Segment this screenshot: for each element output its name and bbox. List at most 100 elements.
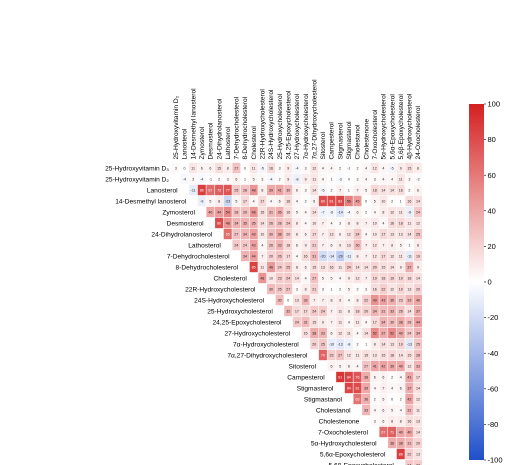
cell-value: 13 (347, 243, 351, 247)
heatmap-cell (301, 250, 310, 262)
heatmap-cell (336, 272, 345, 284)
cell-value: 17 (304, 309, 308, 313)
cell-value: 10 (373, 221, 377, 225)
cell-value: 84 (347, 375, 351, 379)
cell-value: -4 (200, 177, 203, 181)
heatmap-cell (301, 316, 310, 328)
cell-value: -9 (408, 210, 411, 214)
cell-value: 6 (305, 232, 307, 236)
cell-value: 5 (253, 177, 255, 181)
heatmap-cell (284, 294, 293, 306)
heatmap-cell (327, 173, 336, 185)
heatmap-cell (249, 250, 258, 262)
cell-value: 80 (217, 221, 221, 225)
cell-value: 10 (269, 276, 273, 280)
heatmap-cell (379, 371, 388, 383)
column-label: 24-Dihydrolanosterol (216, 98, 223, 159)
heatmap-cell (379, 217, 388, 229)
cell-value: 14 (390, 265, 394, 269)
heatmap-cell (275, 184, 284, 196)
cell-value: 9 (305, 177, 307, 181)
cell-value: 4 (365, 177, 367, 181)
heatmap-cell (370, 393, 379, 405)
cell-value: 34 (243, 254, 247, 258)
heatmap-cell (327, 261, 336, 273)
heatmap-cell (318, 195, 327, 207)
heatmap-cell (336, 360, 345, 372)
heatmap-cell (379, 294, 388, 306)
cell-value: -14 (329, 254, 334, 258)
heatmap-cell (414, 393, 423, 405)
heatmap-cell (396, 173, 405, 185)
cell-value: 4 (365, 232, 367, 236)
cell-value: 11 (347, 331, 351, 335)
cell-value: 4 (374, 210, 376, 214)
heatmap-cell (379, 261, 388, 273)
heatmap-cell (388, 360, 397, 372)
heatmap-cell (344, 228, 353, 240)
cell-value: 10 (260, 232, 264, 236)
cell-value: -4 (269, 177, 272, 181)
cell-value: 6 (417, 188, 419, 192)
cell-value: 71 (390, 430, 394, 434)
cell-value: 7 (261, 254, 263, 258)
cell-value: 20 (416, 441, 420, 445)
cell-value: 86 (200, 188, 204, 192)
heatmap-cell (405, 382, 414, 394)
heatmap-cell (405, 448, 414, 460)
cell-value: 0 (365, 199, 367, 203)
cell-value: 10 (373, 232, 377, 236)
heatmap-cell (379, 393, 388, 405)
cell-value: 76 (355, 375, 359, 379)
heatmap-cell (414, 272, 423, 284)
heatmap-cell (266, 239, 275, 251)
cell-value: 14 (312, 210, 316, 214)
heatmap-cell (327, 206, 336, 218)
cell-value: 31 (407, 408, 411, 412)
cell-value: 6 (382, 375, 384, 379)
heatmap-cell (362, 283, 371, 295)
row-label: 8-Dehydrocholesterol (176, 264, 239, 271)
cell-value: 4 (322, 166, 324, 170)
cell-value: 3 (279, 166, 281, 170)
cell-value: 12 (390, 254, 394, 258)
cell-value: 12 (312, 166, 316, 170)
heatmap-cell (292, 283, 301, 295)
heatmap-cell (327, 316, 336, 328)
cell-value: 28 (416, 353, 420, 357)
heatmap-cell (284, 261, 293, 273)
heatmap-cell (275, 228, 284, 240)
heatmap-cell (284, 272, 293, 284)
cell-value: 19 (399, 276, 403, 280)
heatmap-cell (388, 283, 397, 295)
row-label: 7-Oxocholesterol (318, 429, 368, 436)
heatmap-cell (310, 228, 319, 240)
row-label: 7α-Hydroxycholesterol (233, 341, 299, 348)
cell-value: 28 (234, 210, 238, 214)
cell-value: 14 (407, 232, 411, 236)
heatmap-cell (370, 415, 379, 427)
heatmap-cell (197, 173, 206, 185)
cell-value: 22 (407, 452, 411, 456)
heatmap-cell (379, 206, 388, 218)
heatmap-cell (353, 316, 362, 328)
row-label: Campesterol (287, 374, 325, 381)
cell-value: 3 (305, 166, 307, 170)
heatmap-cell (379, 272, 388, 284)
cell-value: 39 (390, 364, 394, 368)
heatmap-cell (318, 261, 327, 273)
cell-value: 2 (356, 287, 358, 291)
heatmap-cell (379, 415, 388, 427)
column-label: Lathosterol (225, 126, 232, 159)
cell-value: 9 (400, 265, 402, 269)
heatmap-cell (379, 250, 388, 262)
cell-value: 28 (407, 320, 411, 324)
cell-value: 41 (407, 375, 411, 379)
heatmap-cell (362, 217, 371, 229)
heatmap-cell (405, 261, 414, 273)
heatmap-cell (379, 239, 388, 251)
heatmap-cell (266, 195, 275, 207)
heatmap-cell (353, 305, 362, 317)
cell-value: 27 (364, 364, 368, 368)
cell-value: 4 (365, 320, 367, 324)
